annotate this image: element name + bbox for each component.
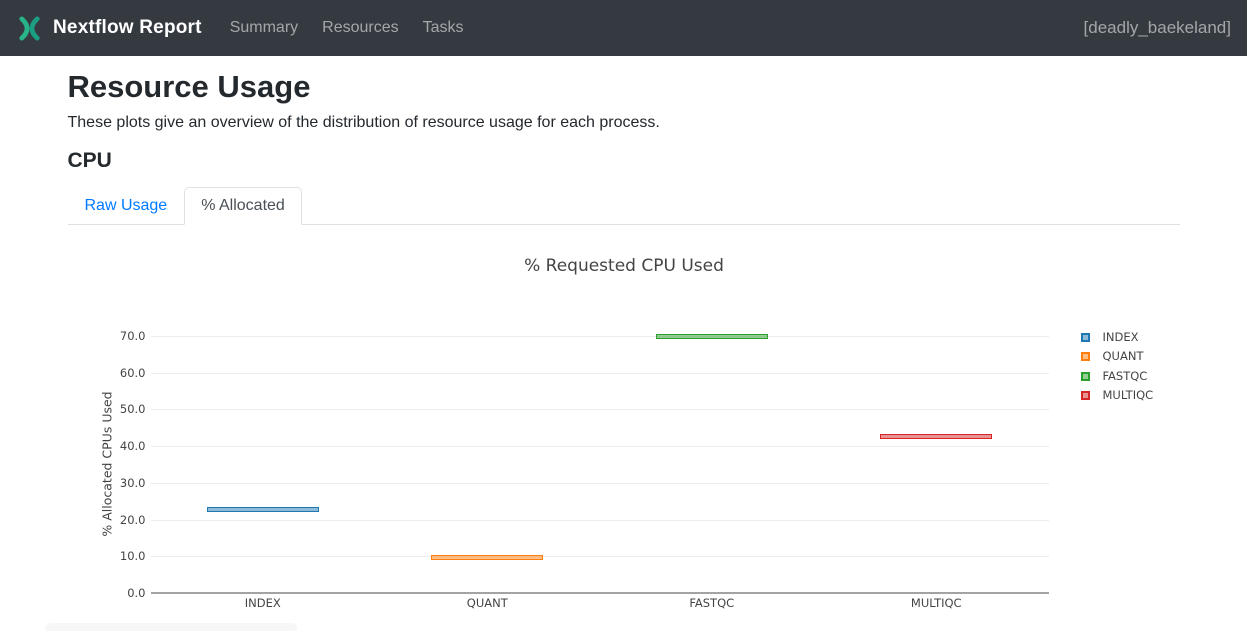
legend-swatch-icon — [1080, 371, 1090, 381]
x-category-label: INDEX — [244, 596, 281, 610]
run-name-badge: [deadly_baekeland] — [1083, 18, 1231, 37]
box-mark-fastqc[interactable] — [655, 334, 768, 340]
cutoff-partial-element — [45, 623, 297, 631]
gridline — [150, 556, 1049, 558]
legend-item-multiqc[interactable]: MULTIQC — [1080, 387, 1154, 402]
tab-raw-usage[interactable]: Raw Usage — [84, 197, 168, 214]
x-category-label: MULTIQC — [910, 596, 962, 610]
box-mark-multiqc[interactable] — [880, 434, 993, 440]
nav-item-summary[interactable]: Summary — [229, 19, 299, 36]
chart-title: % Requested CPU Used — [524, 256, 724, 276]
x-category-label: QUANT — [466, 596, 508, 610]
section-title-cpu: CPU — [67, 149, 112, 172]
nav-item-tasks[interactable]: Tasks — [422, 19, 464, 36]
y-tick-label: 60.0 — [119, 365, 146, 380]
legend-label: QUANT — [1102, 349, 1144, 364]
main-content: Resource Usage These plots give an overv… — [54, 69, 1194, 627]
cpu-tab-bar: Raw Usage % Allocated — [67, 187, 1180, 225]
page-subtitle: These plots give an overview of the dist… — [67, 114, 660, 131]
legend-label: MULTIQC — [1102, 387, 1154, 402]
cpu-allocated-chart: % Requested CPU Used % Allocated CPUs Us… — [68, 225, 1181, 627]
legend-swatch-icon — [1080, 352, 1090, 362]
box-mark-quant[interactable] — [431, 555, 544, 561]
tab-raw-usage-item: Raw Usage — [68, 187, 185, 225]
y-tick-label: 20.0 — [119, 512, 146, 527]
y-tick-label: 40.0 — [119, 439, 146, 454]
tab-percent-allocated[interactable]: % Allocated — [184, 187, 302, 225]
gridline — [150, 446, 1049, 448]
nextflow-logo-icon — [16, 15, 43, 42]
tab-percent-allocated-item: % Allocated — [184, 187, 302, 225]
gridline — [150, 336, 1049, 337]
y-tick-label: 30.0 — [119, 475, 146, 490]
y-tick-label: 10.0 — [119, 549, 146, 564]
x-axis-line — [150, 592, 1049, 594]
navbar-links: Summary Resources Tasks — [218, 19, 476, 37]
legend-item-index[interactable]: INDEX — [1080, 330, 1139, 344]
x-category-label: FASTQC — [689, 596, 735, 610]
y-tick-label: 50.0 — [119, 402, 146, 417]
legend-item-quant[interactable]: QUANT — [1080, 349, 1144, 364]
y-tick-label: 70.0 — [119, 329, 146, 343]
page-title: Resource Usage — [67, 69, 311, 104]
legend-swatch-icon — [1080, 390, 1090, 400]
brand-title: Nextflow Report — [53, 17, 202, 38]
legend-label: FASTQC — [1102, 368, 1148, 383]
legend-label: INDEX — [1102, 330, 1139, 344]
gridline — [150, 409, 1049, 411]
box-mark-index[interactable] — [206, 506, 319, 512]
gridline — [150, 519, 1049, 521]
gridline — [150, 482, 1049, 484]
navbar-brand: Nextflow Report — [16, 15, 202, 42]
nav-item-resources[interactable]: Resources — [322, 19, 399, 36]
top-navbar: Nextflow Report Summary Resources Tasks … — [0, 0, 1247, 56]
legend-item-fastqc[interactable]: FASTQC — [1080, 368, 1148, 383]
y-tick-label: 0.0 — [127, 586, 146, 600]
gridline — [150, 372, 1049, 374]
legend-swatch-icon — [1080, 333, 1090, 342]
